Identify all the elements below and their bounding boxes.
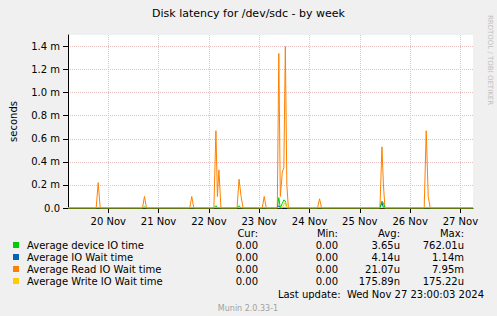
svg-text:0.00: 0.00 <box>316 240 338 251</box>
svg-text:20 Nov: 20 Nov <box>91 216 127 227</box>
svg-text:0.00: 0.00 <box>236 276 258 287</box>
svg-text:0.0: 0.0 <box>44 203 60 214</box>
svg-text:seconds: seconds <box>8 101 19 142</box>
svg-text:21.07u: 21.07u <box>365 264 400 275</box>
svg-text:Disk latency for /dev/sdc - by: Disk latency for /dev/sdc - by week <box>152 7 346 20</box>
svg-text:0.00: 0.00 <box>236 264 258 275</box>
svg-text:1.2 m: 1.2 m <box>31 64 60 75</box>
svg-text:26 Nov: 26 Nov <box>392 216 428 227</box>
svg-text:0.8 m: 0.8 m <box>31 110 60 121</box>
svg-text:22 Nov: 22 Nov <box>191 216 227 227</box>
svg-text:175.89n: 175.89n <box>359 276 400 287</box>
svg-text:0.00: 0.00 <box>316 276 338 287</box>
svg-text:7.95m: 7.95m <box>432 264 464 275</box>
svg-text:23 Nov: 23 Nov <box>241 216 277 227</box>
svg-text:762.01u: 762.01u <box>423 240 464 251</box>
svg-text:25 Nov: 25 Nov <box>342 216 378 227</box>
svg-text:Last update: Wed Nov 27 23:00: Last update: Wed Nov 27 23:00:03 2024 <box>278 289 484 300</box>
svg-text:Munin 2.0.33-1: Munin 2.0.33-1 <box>218 304 278 313</box>
svg-text:Average device IO time: Average device IO time <box>27 240 144 251</box>
svg-text:21 Nov: 21 Nov <box>141 216 177 227</box>
svg-text:0.00: 0.00 <box>316 264 338 275</box>
svg-text:0.2 m: 0.2 m <box>31 179 60 190</box>
svg-text:1.14m: 1.14m <box>432 252 464 263</box>
svg-text:Average Write IO Wait time: Average Write IO Wait time <box>27 276 163 287</box>
svg-text:1.0 m: 1.0 m <box>31 87 60 98</box>
svg-text:24 Nov: 24 Nov <box>292 216 328 227</box>
svg-text:1.4 m: 1.4 m <box>31 41 60 52</box>
svg-text:Max:: Max: <box>440 228 464 239</box>
svg-text:Average Read IO Wait time: Average Read IO Wait time <box>27 264 161 275</box>
svg-text:0.00: 0.00 <box>236 252 258 263</box>
svg-text:Min:: Min: <box>317 228 338 239</box>
svg-text:4.14u: 4.14u <box>371 252 400 263</box>
svg-text:0.00: 0.00 <box>236 240 258 251</box>
svg-text:0.4 m: 0.4 m <box>31 156 60 167</box>
svg-text:0.00: 0.00 <box>316 252 338 263</box>
svg-text:0.6 m: 0.6 m <box>31 133 60 144</box>
svg-text:RRDTOOL / TOBI OETIKER: RRDTOOL / TOBI OETIKER <box>486 15 494 105</box>
svg-text:Avg:: Avg: <box>378 228 400 239</box>
svg-text:175.22u: 175.22u <box>423 276 464 287</box>
svg-text:Average IO Wait time: Average IO Wait time <box>27 252 133 263</box>
svg-text:27 Nov: 27 Nov <box>443 216 479 227</box>
svg-text:3.65u: 3.65u <box>371 240 400 251</box>
svg-text:Cur:: Cur: <box>237 228 258 239</box>
